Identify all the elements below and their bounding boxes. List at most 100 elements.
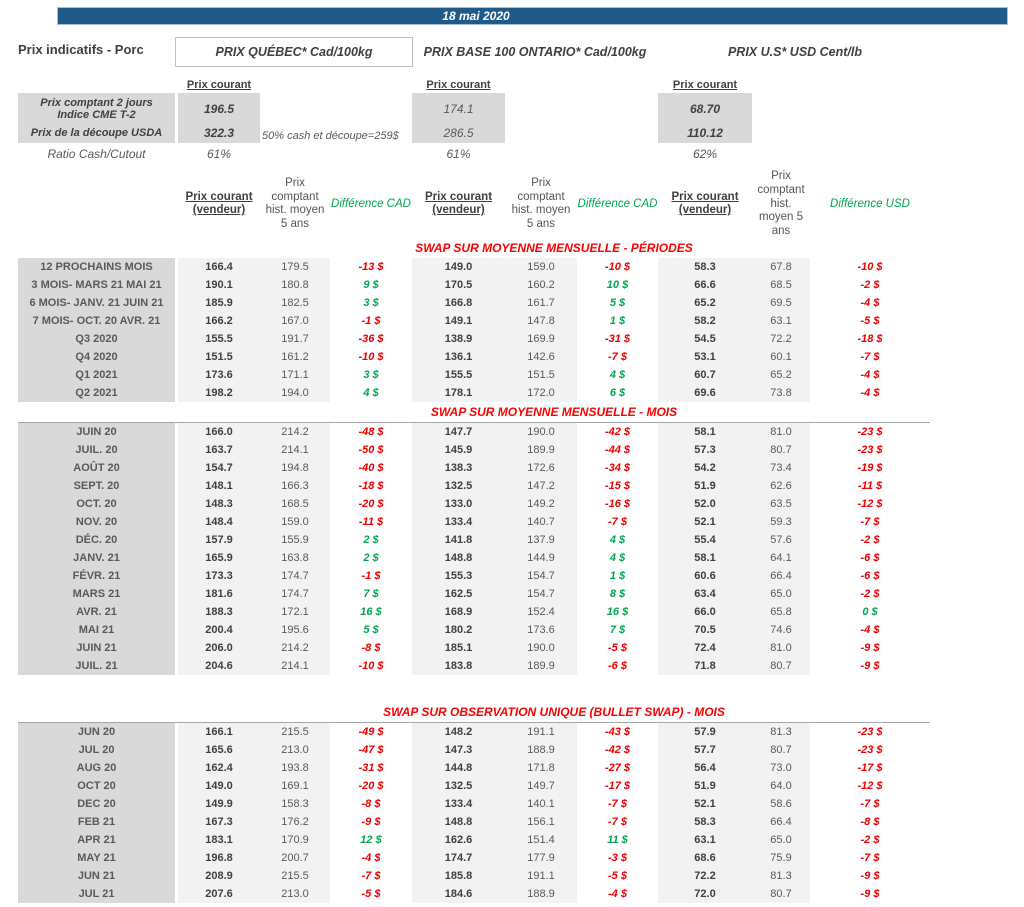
quebec-hist-header: Prix comptant hist. moyen 5 ans bbox=[265, 176, 325, 231]
qc-diff-value: 16 $ bbox=[330, 603, 412, 621]
qc-hist-value: 194.0 bbox=[260, 384, 330, 402]
qc-hist-value: 168.5 bbox=[260, 495, 330, 513]
us-hist-value: 67.8 bbox=[752, 258, 810, 276]
on-vendor-value: 132.5 bbox=[412, 477, 505, 495]
us-hist-value: 81.0 bbox=[752, 423, 810, 441]
row-label: NOV. 20 bbox=[18, 513, 178, 531]
us-diff-value: -8 $ bbox=[810, 813, 930, 831]
us-diff-value: -18 $ bbox=[810, 330, 930, 348]
on-hist-value: 160.2 bbox=[505, 276, 577, 294]
qc-diff-value: 7 $ bbox=[330, 585, 412, 603]
qc-vendor-value: 173.6 bbox=[178, 366, 260, 384]
cutout-note: 50% cash et découpe=259$ bbox=[262, 130, 399, 142]
qc-hist-value: 214.2 bbox=[260, 639, 330, 657]
qc-vendor-value: 166.4 bbox=[178, 258, 260, 276]
row-label: FÉVR. 21 bbox=[18, 567, 178, 585]
quebec-cutout-price: 322.3 bbox=[203, 126, 235, 140]
ontario-hist-header: Prix comptant hist. moyen 5 ans bbox=[511, 176, 571, 231]
on-diff-value: 7 $ bbox=[577, 621, 658, 639]
us-hist-value: 73.0 bbox=[752, 759, 810, 777]
qc-vendor-value: 208.9 bbox=[178, 867, 260, 885]
section-mensuelle-mois: SWAP SUR MOYENNE MENSUELLE - MOIS JUIN 2… bbox=[18, 404, 930, 675]
qc-vendor-value: 181.6 bbox=[178, 585, 260, 603]
spot-label-cme: Prix comptant 2 jours Indice CME T-2 bbox=[18, 93, 175, 125]
on-vendor-value: 147.3 bbox=[412, 741, 505, 759]
quebec-prix-courant-label: Prix courant bbox=[186, 79, 252, 91]
us-vendor-value: 60.6 bbox=[658, 567, 752, 585]
us-vendor-value: 66.0 bbox=[658, 603, 752, 621]
on-diff-value: -16 $ bbox=[577, 495, 658, 513]
on-diff-value: -17 $ bbox=[577, 777, 658, 795]
section-bullet-swap-rows: JUN 20 166.1 215.5 -49 $148.2 191.1 -43 $57.9… bbox=[18, 722, 930, 903]
us-ratio: 62% bbox=[692, 147, 718, 161]
section-periodes-rows: 12 PROCHAINS MOIS 166.4 179.5 -13 $149.0 159… bbox=[18, 258, 930, 402]
us-vendor-value: 58.1 bbox=[658, 423, 752, 441]
us-vendor-value: 54.2 bbox=[658, 459, 752, 477]
qc-diff-value: 2 $ bbox=[330, 531, 412, 549]
on-hist-value: 190.0 bbox=[505, 639, 577, 657]
on-diff-value: -27 $ bbox=[577, 759, 658, 777]
quebec-market-title: PRIX QUÉBEC* Cad/100kg bbox=[175, 37, 413, 67]
row-label: MAI 21 bbox=[18, 621, 178, 639]
us-vendor-value: 58.2 bbox=[658, 312, 752, 330]
us-diff-value: -7 $ bbox=[810, 348, 930, 366]
on-diff-value: -10 $ bbox=[577, 258, 658, 276]
us-market-title: PRIX U.S* USD Cent/lb bbox=[727, 45, 863, 59]
on-vendor-value: 170.5 bbox=[412, 276, 505, 294]
us-vendor-value: 56.4 bbox=[658, 759, 752, 777]
ontario-spot-values: 174.1 286.5 bbox=[412, 93, 505, 143]
us-diff-value: -10 $ bbox=[810, 258, 930, 276]
qc-vendor-value: 148.4 bbox=[178, 513, 260, 531]
us-hist-value: 62.6 bbox=[752, 477, 810, 495]
us-hist-value: 81.3 bbox=[752, 867, 810, 885]
date-banner: 18 mai 2020 bbox=[57, 7, 1008, 25]
row-label: OCT 20 bbox=[18, 777, 178, 795]
us-hist-value: 73.8 bbox=[752, 384, 810, 402]
qc-diff-value: -20 $ bbox=[330, 495, 412, 513]
us-diff-value: -9 $ bbox=[810, 657, 930, 675]
qc-vendor-value: 167.3 bbox=[178, 813, 260, 831]
us-vendor-value: 72.4 bbox=[658, 639, 752, 657]
on-diff-value: -5 $ bbox=[577, 867, 658, 885]
us-diff-value: 0 $ bbox=[810, 603, 930, 621]
on-vendor-value: 148.8 bbox=[412, 813, 505, 831]
us-diff-value: -6 $ bbox=[810, 567, 930, 585]
qc-vendor-value: 151.5 bbox=[178, 348, 260, 366]
row-label: Q4 2020 bbox=[18, 348, 178, 366]
on-diff-value: -31 $ bbox=[577, 330, 658, 348]
us-hist-value: 72.2 bbox=[752, 330, 810, 348]
row-label: JUN 20 bbox=[18, 723, 178, 741]
us-hist-value: 65.2 bbox=[752, 366, 810, 384]
qc-diff-value: -11 $ bbox=[330, 513, 412, 531]
qc-hist-value: 176.2 bbox=[260, 813, 330, 831]
qc-diff-value: -40 $ bbox=[330, 459, 412, 477]
us-diff-value: -7 $ bbox=[810, 849, 930, 867]
row-label: OCT. 20 bbox=[18, 495, 178, 513]
row-label: MAY 21 bbox=[18, 849, 178, 867]
qc-vendor-value: 165.6 bbox=[178, 741, 260, 759]
qc-vendor-value: 149.9 bbox=[178, 795, 260, 813]
row-label: 7 MOIS- OCT. 20 AVR. 21 bbox=[18, 312, 178, 330]
us-vendor-value: 63.4 bbox=[658, 585, 752, 603]
on-hist-value: 154.7 bbox=[505, 567, 577, 585]
on-hist-value: 191.1 bbox=[505, 867, 577, 885]
on-diff-value: 6 $ bbox=[577, 384, 658, 402]
us-spot-values: 68.70 110.12 bbox=[658, 93, 752, 143]
qc-hist-value: 174.7 bbox=[260, 585, 330, 603]
qc-hist-value: 195.6 bbox=[260, 621, 330, 639]
on-diff-value: 1 $ bbox=[577, 567, 658, 585]
on-hist-value: 140.7 bbox=[505, 513, 577, 531]
quebec-ratio: 61% bbox=[206, 147, 232, 161]
us-hist-value: 81.3 bbox=[752, 723, 810, 741]
qc-diff-value: -5 $ bbox=[330, 885, 412, 903]
qc-hist-value: 161.2 bbox=[260, 348, 330, 366]
section-bullet-swap: SWAP SUR OBSERVATION UNIQUE (BULLET SWAP… bbox=[18, 704, 930, 903]
qc-vendor-value: 200.4 bbox=[178, 621, 260, 639]
us-vendor-value: 63.1 bbox=[658, 831, 752, 849]
us-cme-price: 68.70 bbox=[689, 102, 721, 116]
us-vendor-value: 57.9 bbox=[658, 723, 752, 741]
row-label: AVR. 21 bbox=[18, 603, 178, 621]
us-hist-value: 73.4 bbox=[752, 459, 810, 477]
qc-diff-value: -10 $ bbox=[330, 657, 412, 675]
spot-label-cme-line1: Prix comptant 2 jours bbox=[40, 97, 153, 109]
